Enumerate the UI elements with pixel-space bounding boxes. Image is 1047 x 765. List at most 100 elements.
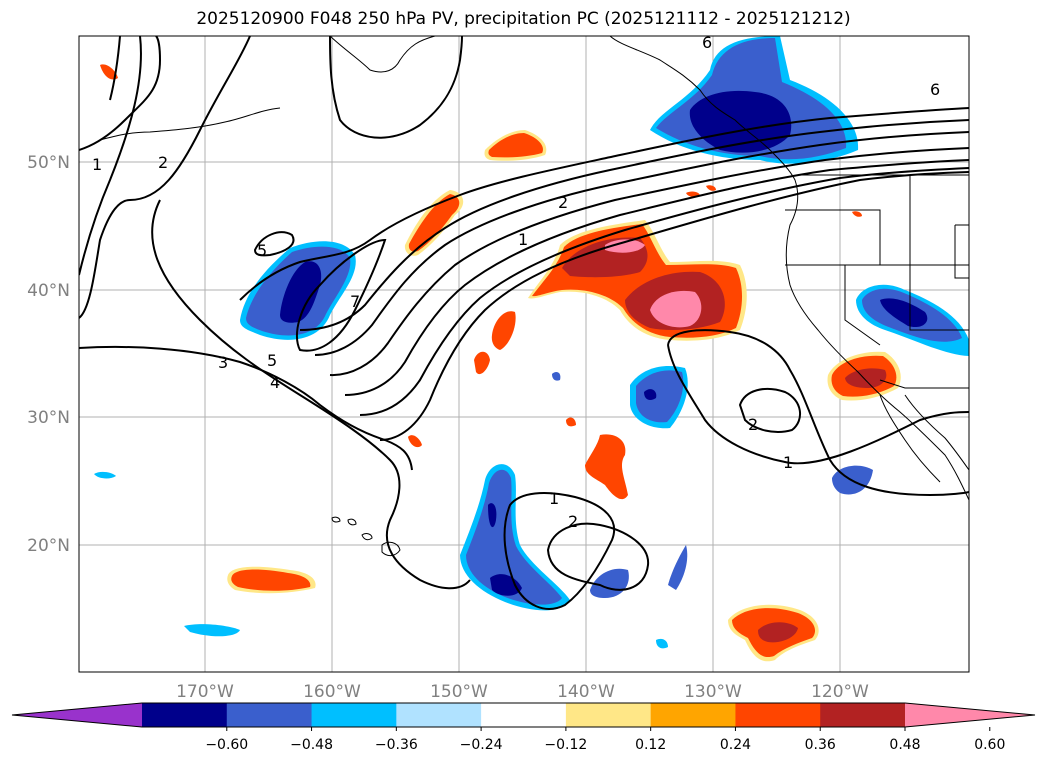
colorbar-tick-label: −0.12 [544, 737, 587, 753]
coastline-hawaii-kauai [331, 516, 341, 523]
pv-label-1d: 1 [549, 489, 559, 508]
colorbar-ticks: −0.60 −0.48 −0.36 −0.24 −0.12 0.12 0.24 0.36 0.4… [205, 727, 1005, 753]
pv-label-7: 7 [350, 292, 360, 311]
colorbar-tick-label: 0.60 [974, 737, 1005, 753]
map-panel[interactable]: 1 2 5 7 3 5 4 2 1 6 6 2 1 1 2 [78, 33, 970, 673]
colorbar-segment [142, 703, 228, 727]
pv-contour-2-east [738, 387, 801, 433]
pv-label-2: 2 [158, 153, 168, 172]
pv-label-1b: 1 [518, 230, 528, 249]
coastline-west-coast [609, 36, 969, 501]
pv-contours [79, 36, 969, 610]
precip-negative-small-5 [94, 471, 116, 479]
coastlines-borders [99, 36, 969, 557]
colorbar-segment [565, 703, 652, 727]
colorbar: −0.60 −0.48 −0.36 −0.24 −0.12 0.12 0.24 0.36 0.4… [11, 702, 1036, 753]
precip-positive-hawaii-orange [231, 569, 311, 591]
precip-negative-small-4 [184, 624, 240, 637]
coastline-gulf-california [904, 394, 969, 471]
precip-positive-north-orange [408, 194, 460, 252]
colorbar-segment [650, 703, 736, 727]
precip-positive-gulf-orange [488, 133, 543, 158]
pv-contour-5-small [253, 231, 295, 257]
precip-negative-central-max [280, 261, 322, 323]
pv-contour-north-loop [329, 36, 463, 139]
precip-negative-small-3 [668, 545, 688, 590]
pv-contour-jet-6 [359, 167, 969, 416]
pv-label-2b: 2 [558, 193, 568, 212]
precip-positive-south-red [758, 622, 798, 643]
precip-negative-mid-max [644, 389, 657, 400]
precip-positive-central-pink [650, 290, 702, 328]
precip-negative-california-max [880, 298, 928, 328]
precip-positive-small-2 [474, 351, 490, 375]
colorbar-tick-label: 0.48 [889, 737, 920, 753]
colorbar-outline [11, 702, 1036, 728]
precip-positive-central-pink2 [605, 239, 645, 253]
pv-contour-1-south [503, 492, 616, 610]
coastline-alaska [329, 36, 436, 73]
colorbar-segment [396, 703, 482, 727]
pv-contour-2-trough [79, 36, 142, 276]
coastline-hawaii-maui [361, 533, 373, 541]
map-title: 2025120900 F048 250 hPa PV, precipitatio… [196, 9, 851, 29]
colorbar-tick-label: −0.36 [375, 737, 418, 753]
precip-negative-small-7 [552, 372, 561, 381]
pv-contour-jet-3 [314, 131, 969, 356]
precip-positive-small-3 [585, 434, 628, 500]
pv-contour-jet-4 [329, 147, 969, 377]
pv-contour-1-deep [151, 199, 471, 590]
lon-label-160w: 160°W [303, 682, 361, 702]
pv-label-2c: 2 [748, 415, 758, 434]
precip-positive-small-1 [491, 311, 516, 350]
pv-contour-jet-1 [239, 107, 969, 301]
border-states-3 [844, 265, 881, 346]
pv-label-2d: 2 [568, 512, 578, 531]
lat-label-40n: 40°N [27, 281, 70, 301]
pv-label-6b: 6 [930, 80, 940, 99]
lat-label-30n: 30°N [27, 408, 70, 428]
colorbar-segment [735, 703, 821, 727]
pv-contour-jet-7 [379, 171, 969, 441]
border-us-mexico [879, 379, 969, 389]
colorbar-segments [11, 702, 1036, 728]
border-states-5 [954, 224, 969, 279]
lat-label-50n: 50°N [27, 153, 70, 173]
colorbar-segment [820, 703, 906, 727]
precip-negative-small-6 [656, 638, 668, 649]
pv-label-5: 5 [257, 241, 267, 260]
colorbar-tick-label: −0.48 [290, 737, 333, 753]
pv-contour-7-inner [295, 238, 387, 352]
pv-contour-jet-5 [344, 159, 969, 396]
precip-negative-mid-core [636, 370, 684, 423]
precip-positive-small-8 [706, 185, 716, 191]
lon-label-130w: 130°W [684, 682, 742, 702]
precip-positive-small-6 [566, 417, 576, 427]
pv-contour-2-west [109, 36, 121, 101]
border-states-6 [909, 265, 969, 331]
lat-label-20n: 20°N [27, 536, 70, 556]
pv-contour-outer-trough [79, 36, 251, 319]
coastline-baja [879, 394, 941, 483]
precip-positive-small-9 [852, 211, 862, 217]
pv-label-3: 3 [218, 353, 228, 372]
precip-negative-subtropical-max [490, 574, 522, 596]
colorbar-segment [311, 703, 397, 727]
precip-positive-small-5 [408, 435, 422, 448]
pv-label-5b: 5 [267, 351, 277, 370]
map-frame [78, 35, 970, 673]
colorbar-tick-label: 0.12 [635, 737, 666, 753]
pv-contour-jet-2 [299, 119, 969, 331]
colorbar-segment [226, 703, 313, 727]
colorbar-tick-label: −0.24 [460, 737, 503, 753]
pv-contour-3 [79, 345, 413, 471]
colorbar-tick-label: −0.60 [205, 737, 248, 753]
pv-label-4: 4 [270, 373, 280, 392]
lon-label-170w: 170°W [176, 682, 234, 702]
colorbar-tick-label: 0.36 [805, 737, 836, 753]
colorbar-segment [481, 703, 567, 727]
colorbar-tick-label: 0.24 [720, 737, 751, 753]
pv-label-1: 1 [92, 155, 102, 174]
lon-label-140w: 140°W [557, 682, 615, 702]
coastline-hawaii-oahu [347, 518, 357, 526]
